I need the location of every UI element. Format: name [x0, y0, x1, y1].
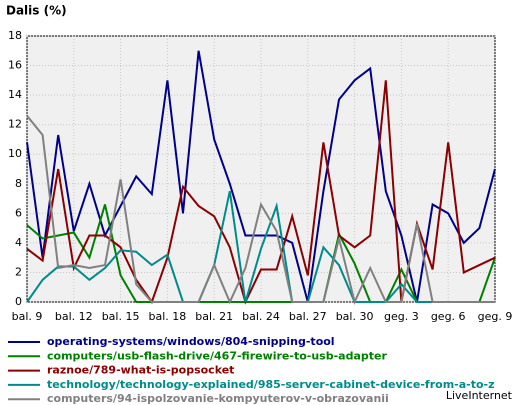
x-tick-label: bal. 18	[149, 310, 187, 323]
x-tick-label: bal. 15	[102, 310, 140, 323]
x-tick-label: bal. 9	[12, 310, 43, 323]
y-tick-label: 2	[15, 265, 22, 278]
x-tick-label: bal. 30	[336, 310, 374, 323]
chart-title: Dalis (%)	[6, 4, 67, 18]
x-tick-label: bal. 12	[55, 310, 93, 323]
y-tick-label: 16	[8, 59, 22, 72]
legend-label: computers/94-ispolzovanie-kompyuterov-v-…	[47, 392, 389, 405]
series-line	[26, 115, 495, 306]
footer: LiveInternet	[446, 389, 513, 402]
x-tick-label: bal. 24	[242, 310, 280, 323]
x-tick-label: geg. 9	[478, 310, 513, 323]
y-tick-label: 8	[15, 177, 22, 190]
legend-label: technology/technology-explained/985-serv…	[47, 378, 495, 391]
x-tick-label: bal. 21	[195, 310, 233, 323]
y-tick-label: 10	[8, 147, 22, 160]
legend-label: computers/usb-flash-drive/467-firewire-t…	[47, 349, 387, 362]
legend-label: operating-systems/windows/804-snipping-t…	[47, 335, 335, 348]
y-tick-label: 0	[15, 295, 22, 308]
y-tick-label: 18	[8, 29, 22, 42]
x-tick-label: bal. 27	[289, 310, 327, 323]
series-line	[26, 190, 495, 303]
y-tick-label: 6	[15, 206, 22, 219]
y-tick-label: 4	[15, 236, 22, 249]
y-tick-label: 14	[8, 88, 22, 101]
x-tick-label: geg. 6	[431, 310, 466, 323]
y-tick-label: 12	[8, 118, 22, 131]
legend-label: raznoe/789-what-is-popsocket	[47, 364, 234, 377]
x-tick-label: geg. 3	[384, 310, 419, 323]
